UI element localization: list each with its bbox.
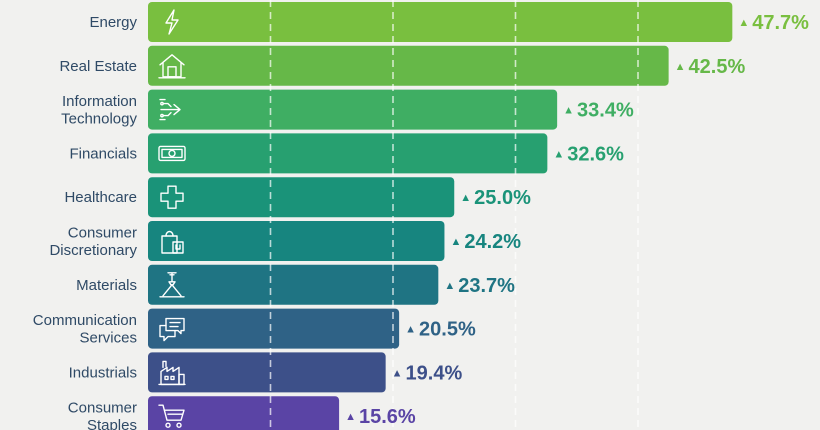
value-label: ▲ 20.5% — [405, 319, 476, 341]
bar — [148, 396, 340, 430]
bar — [148, 45, 669, 86]
bars — [148, 2, 733, 430]
bar — [148, 133, 548, 174]
category-label: Information Technology — [61, 93, 137, 128]
value-label: ▲ 15.6% — [345, 406, 416, 428]
category-label: Consumer Staples — [68, 399, 137, 430]
circuit-arrow-icon — [159, 98, 181, 121]
chat-bubbles-icon — [159, 317, 185, 342]
bar — [148, 177, 455, 218]
lightning-icon — [165, 9, 179, 35]
category-label: Materials — [76, 277, 137, 294]
bar — [148, 264, 439, 305]
bar — [148, 308, 400, 349]
category-label: Communication Services — [33, 312, 137, 347]
category-label: Energy — [89, 14, 137, 31]
bar — [148, 89, 558, 130]
value-label: ▲ 19.4% — [392, 362, 463, 384]
category-label: Industrials — [69, 364, 137, 381]
house-icon — [158, 54, 186, 79]
value-label: ▲ 24.2% — [450, 231, 521, 253]
value-label: ▲ 25.0% — [460, 187, 531, 209]
bar — [148, 221, 445, 261]
medical-cross-icon — [160, 185, 184, 209]
bar — [148, 2, 733, 42]
banknote-icon — [158, 145, 186, 162]
category-label: Financials — [69, 145, 137, 162]
category-label: Healthcare — [64, 189, 137, 206]
value-label: ▲ 42.5% — [675, 56, 746, 78]
value-label: ▲ 47.7% — [738, 12, 809, 34]
value-label: ▲ 32.6% — [553, 143, 624, 165]
category-label: Real Estate — [59, 58, 137, 75]
bar — [148, 352, 386, 393]
shopping-cart-icon — [158, 404, 185, 428]
category-label: Consumer Discretionary — [49, 224, 137, 259]
value-label: ▲ 33.4% — [563, 100, 634, 122]
factory-icon — [158, 360, 186, 386]
shopping-bag-icon — [161, 230, 184, 254]
crane-icon — [159, 272, 185, 298]
value-label: ▲ 23.7% — [444, 275, 515, 297]
